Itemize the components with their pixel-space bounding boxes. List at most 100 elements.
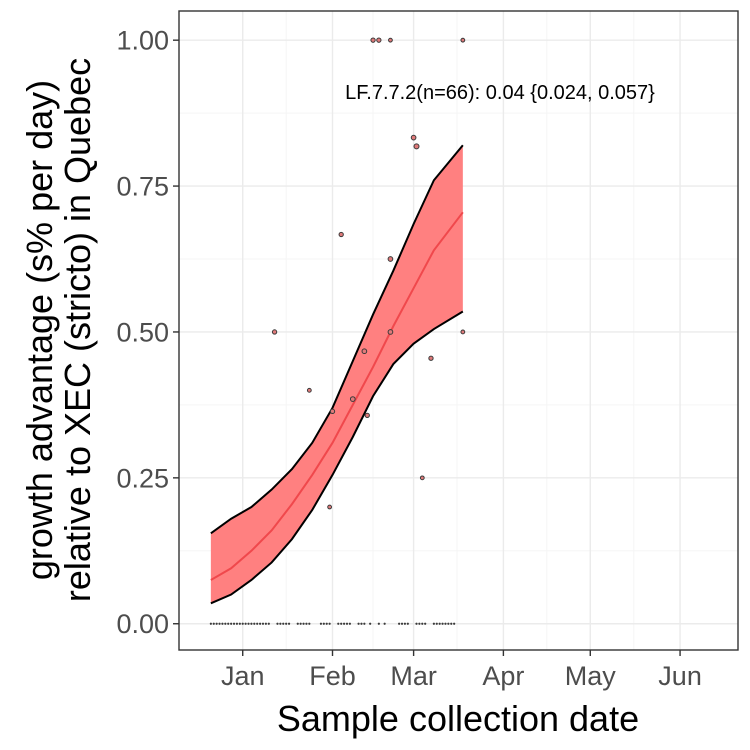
zero-point xyxy=(224,622,227,625)
data-point xyxy=(306,387,312,393)
fit-line xyxy=(210,211,464,581)
zero-point xyxy=(232,622,236,625)
zero-point xyxy=(238,622,241,625)
upper-bound-line xyxy=(210,144,464,535)
zero-point xyxy=(424,622,427,625)
zero-point xyxy=(418,622,421,625)
zero-point xyxy=(258,622,262,625)
zero-point xyxy=(302,622,305,625)
fit-annotation: LF.7.7.2(n=66): 0.04 {0.024, 0.057} xyxy=(345,82,655,104)
y-tick-label: 0.50 xyxy=(116,317,169,347)
data-point xyxy=(460,37,466,43)
lower-bound-line xyxy=(210,310,464,605)
zero-point xyxy=(340,622,343,625)
x-tick-label: Apr xyxy=(482,661,524,691)
zero-point xyxy=(299,622,302,625)
zero-point xyxy=(282,622,285,625)
y-tick-label: 0.75 xyxy=(116,172,169,202)
zero-point xyxy=(253,622,256,625)
data-point xyxy=(387,256,394,262)
zero-point xyxy=(342,622,346,625)
zero-point xyxy=(337,622,340,625)
zero-point xyxy=(421,622,424,625)
x-tick-label: Mar xyxy=(390,661,437,691)
zero-point xyxy=(438,622,441,625)
zero-point xyxy=(221,622,224,625)
zero-point xyxy=(230,622,233,625)
zero-point xyxy=(369,622,372,625)
zero-points xyxy=(209,622,456,625)
zero-point xyxy=(235,622,239,625)
zero-point xyxy=(348,622,351,625)
data-point xyxy=(349,396,356,402)
zero-point xyxy=(296,622,299,625)
data-point xyxy=(370,37,376,43)
zero-point xyxy=(444,622,447,625)
zero-point xyxy=(435,622,438,625)
zero-point xyxy=(244,622,247,625)
x-axis-title: Sample collection date xyxy=(277,698,639,739)
data-point xyxy=(329,408,336,414)
zero-point xyxy=(406,622,409,625)
zero-point xyxy=(441,622,444,625)
y-tick-label: 0.00 xyxy=(116,609,169,639)
confidence-band-fill xyxy=(210,145,463,604)
zero-point xyxy=(264,622,267,625)
y-axis-ticks: 0.00 0.25 0.50 0.75 1.00 xyxy=(116,26,179,639)
zero-point xyxy=(453,622,456,625)
data-point xyxy=(338,231,344,238)
data-point xyxy=(376,37,382,43)
zero-point xyxy=(403,622,407,625)
zero-point xyxy=(285,622,288,625)
data-point xyxy=(364,412,370,419)
data-point xyxy=(327,504,333,510)
zero-point xyxy=(360,622,363,625)
zero-point xyxy=(267,622,270,625)
zero-point xyxy=(400,622,404,625)
zero-point xyxy=(209,622,212,625)
zero-point xyxy=(322,622,325,625)
zero-point xyxy=(256,622,259,625)
y-tick-label: 0.25 xyxy=(116,463,169,493)
data-point xyxy=(428,355,434,361)
data-point xyxy=(419,475,425,481)
zero-point xyxy=(287,622,291,625)
data-point xyxy=(460,329,466,335)
x-tick-label: Feb xyxy=(309,661,356,691)
zero-point xyxy=(377,622,380,625)
x-tick-label: May xyxy=(565,661,617,691)
zero-point xyxy=(319,622,323,625)
zero-point xyxy=(212,622,215,625)
x-tick-label: Jun xyxy=(658,661,702,691)
y-axis-title-line1: growth advantage (s% per day) xyxy=(19,80,60,580)
zero-point xyxy=(432,622,435,625)
zero-point xyxy=(447,622,450,625)
zero-point xyxy=(383,622,386,625)
zero-point xyxy=(450,622,453,625)
zero-point xyxy=(241,622,244,625)
zero-point xyxy=(357,622,360,625)
data-point xyxy=(388,37,393,43)
zero-point xyxy=(279,622,282,625)
data-point xyxy=(271,329,278,335)
zero-point xyxy=(261,622,265,625)
y-tick-label: 1.00 xyxy=(116,26,169,56)
zero-point xyxy=(415,622,418,625)
data-point xyxy=(387,329,394,335)
zero-point xyxy=(325,622,328,625)
zero-point xyxy=(328,622,331,625)
data-point xyxy=(413,143,420,150)
zero-point xyxy=(218,622,221,625)
zero-point xyxy=(305,622,308,625)
x-axis-ticks: Jan Feb Mar Apr May Jun xyxy=(221,650,702,691)
zero-point xyxy=(308,622,311,625)
zero-point xyxy=(398,622,401,625)
zero-point xyxy=(363,622,366,625)
zero-point xyxy=(276,622,279,625)
zero-point xyxy=(345,622,349,625)
y-axis-title-line2: relative to XEC (stricto) in Quebec xyxy=(57,58,98,602)
data-point xyxy=(361,348,368,355)
data-point xyxy=(410,134,417,141)
zero-point xyxy=(227,622,230,625)
